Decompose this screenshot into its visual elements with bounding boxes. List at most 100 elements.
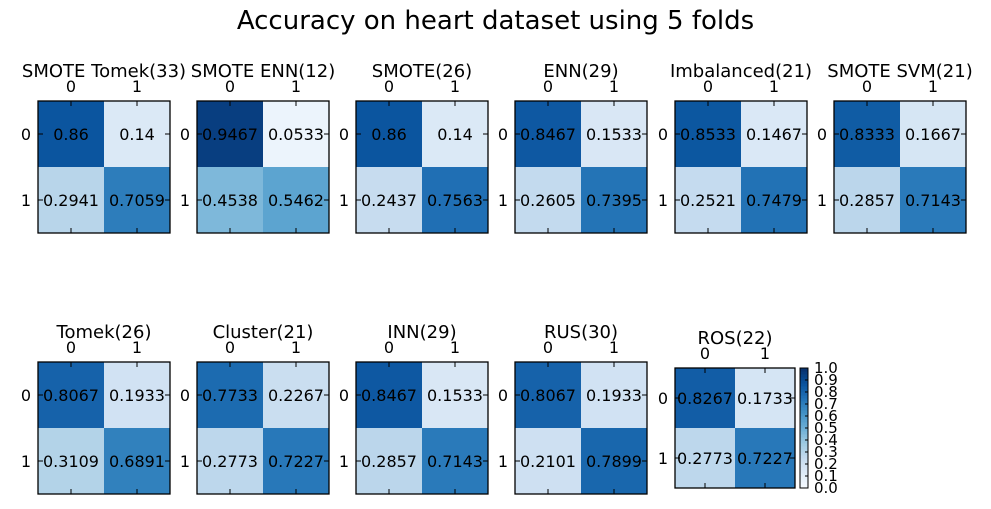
cell-value-label: 0.7395	[586, 191, 642, 210]
heatmap-cell	[197, 428, 263, 494]
heatmap-cell	[675, 368, 735, 428]
colorbar-segment	[800, 368, 808, 372]
colorbar-tick-label: 0.3	[814, 443, 838, 461]
cell-value-label: 0.7227	[268, 452, 324, 471]
cell-value-label: 0.1733	[737, 389, 793, 408]
x-tick-label: 1	[291, 77, 301, 96]
heatmap-cell	[104, 362, 170, 428]
heatmap-cell	[104, 428, 170, 494]
y-tick-label: 1	[658, 449, 668, 468]
heatmap-cell	[263, 428, 329, 494]
cell-value-label: 0.8067	[43, 386, 99, 405]
heatmap-cell	[356, 101, 422, 167]
heatmap-cell	[515, 167, 581, 233]
heatmap-cell	[515, 362, 581, 428]
x-tick-label: 1	[132, 338, 142, 357]
cell-value-label: 0.7563	[427, 191, 483, 210]
cell-value-label: 0.1933	[586, 386, 642, 405]
subplot-frame	[196, 100, 330, 234]
x-tick-label: 1	[609, 77, 619, 96]
colorbar-segment	[800, 479, 808, 483]
cell-value-label: 0.1467	[746, 125, 802, 144]
heatmap-cell	[581, 362, 647, 428]
cell-value-label: 0.14	[437, 125, 473, 144]
subplot-title: Imbalanced(21)	[670, 61, 812, 82]
heatmap-cell	[422, 362, 488, 428]
figure-title: Accuracy on heart dataset using 5 folds	[236, 6, 755, 36]
y-tick-label: 0	[498, 125, 508, 144]
subplot-title: RUS(30)	[544, 322, 618, 343]
subplot-frame	[833, 100, 967, 234]
colorbar-segment	[800, 431, 808, 435]
subplot-frame	[674, 367, 796, 489]
heatmap-cell	[900, 167, 966, 233]
colorbar-tick-label: 0.8	[814, 383, 838, 401]
cell-value-label: 0.86	[53, 125, 89, 144]
cell-value-label: 0.5462	[268, 191, 324, 210]
heatmap-cell	[422, 167, 488, 233]
x-tick-label: 0	[225, 77, 235, 96]
heatmap-cell	[834, 101, 900, 167]
colorbar-segment	[800, 452, 808, 456]
heatmap-cell	[581, 428, 647, 494]
cell-value-label: 0.2857	[839, 191, 895, 210]
heatmap-cell	[581, 167, 647, 233]
cell-value-label: 0.3109	[43, 452, 99, 471]
cell-value-label: 0.7479	[746, 191, 802, 210]
colorbar-segment	[800, 371, 808, 375]
cell-value-label: 0.1533	[427, 386, 483, 405]
colorbar-segment	[800, 440, 808, 444]
subplot-title: SMOTE SVM(21)	[827, 61, 972, 82]
cell-value-label: 0.6891	[109, 452, 165, 471]
x-tick-label: 0	[543, 77, 553, 96]
y-tick-label: 1	[21, 452, 31, 471]
colorbar-segment	[800, 395, 808, 399]
heatmap-cell	[675, 101, 741, 167]
subplot-frame	[514, 361, 648, 495]
colorbar-segment	[800, 470, 808, 474]
cell-value-label: 0.8467	[520, 125, 576, 144]
cell-value-label: 0.8333	[839, 125, 895, 144]
cell-value-label: 0.86	[371, 125, 407, 144]
colorbar-segment	[800, 485, 808, 489]
heatmap-cell	[834, 167, 900, 233]
heatmap-cell	[675, 428, 735, 488]
x-tick-label: 1	[132, 77, 142, 96]
heatmap-cell	[197, 362, 263, 428]
y-tick-label: 1	[339, 191, 349, 210]
cell-value-label: 0.8533	[680, 125, 736, 144]
colorbar-segment	[800, 413, 808, 417]
cell-value-label: 0.7733	[202, 386, 258, 405]
cell-value-label: 0.2437	[361, 191, 417, 210]
heatmap-cell	[900, 101, 966, 167]
heatmap-cell	[38, 167, 104, 233]
colorbar-segment	[800, 443, 808, 447]
colorbar-tick-label: 0.7	[814, 395, 838, 413]
colorbar-segment	[800, 473, 808, 477]
subplot-frame	[355, 361, 489, 495]
heatmap-cell	[741, 101, 807, 167]
colorbar-segment	[800, 407, 808, 411]
cell-value-label: 0.0533	[268, 125, 324, 144]
heatmap-cell	[38, 362, 104, 428]
colorbar-segment	[800, 419, 808, 423]
y-tick-label: 0	[658, 389, 668, 408]
heatmap-cell	[422, 428, 488, 494]
heatmap-cell	[515, 101, 581, 167]
cell-value-label: 0.7899	[586, 452, 642, 471]
y-tick-label: 0	[180, 386, 190, 405]
colorbar-segment	[800, 464, 808, 468]
x-tick-label: 1	[760, 344, 770, 363]
colorbar: 0.00.10.20.30.40.50.60.70.80.91.0	[799, 359, 838, 497]
colorbar-segment	[800, 386, 808, 390]
heatmap-cell	[675, 167, 741, 233]
